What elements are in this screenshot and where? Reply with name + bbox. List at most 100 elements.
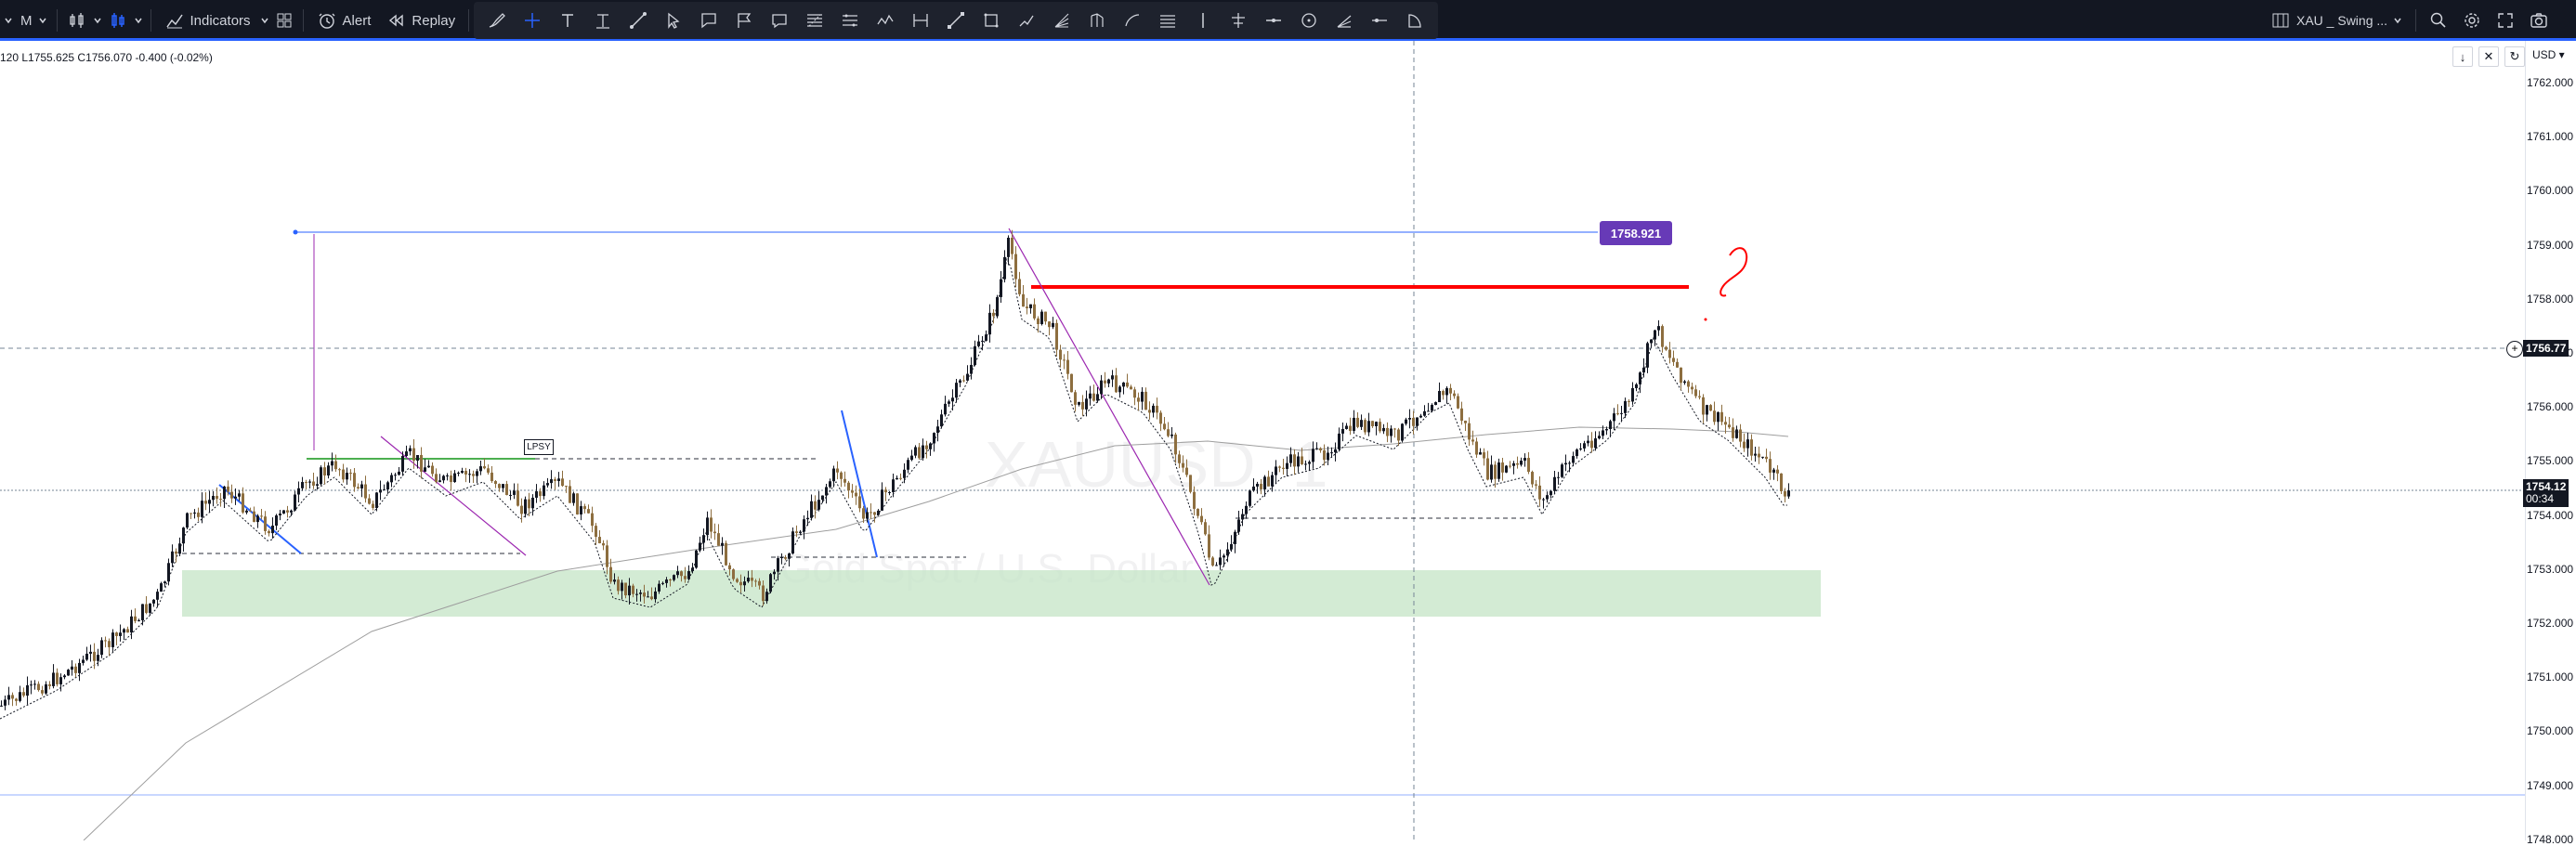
- candle-body: [858, 496, 861, 509]
- anchored-text-icon[interactable]: [585, 2, 621, 39]
- camera-icon[interactable]: [2522, 0, 2556, 41]
- chevron-down-icon[interactable]: [0, 0, 17, 41]
- pointer-icon[interactable]: [656, 2, 691, 39]
- add-alert-icon[interactable]: +: [2506, 341, 2523, 358]
- chevron-down-icon[interactable]: [91, 0, 104, 41]
- candle-body: [929, 443, 932, 449]
- candle-body: [587, 509, 590, 514]
- layout-button[interactable]: XAU _ Swing ...: [2263, 0, 2410, 41]
- candle-body: [1780, 473, 1783, 491]
- price-label-badge[interactable]: 1758.921: [1600, 221, 1672, 245]
- chevron-down-icon[interactable]: [258, 0, 271, 41]
- gann-icon[interactable]: [1327, 2, 1362, 39]
- path-icon[interactable]: [1009, 2, 1044, 39]
- candle-body: [1204, 522, 1207, 535]
- candle-body: [1535, 484, 1537, 486]
- candle-body: [123, 629, 125, 633]
- candle-body: [799, 531, 802, 533]
- ruler-icon[interactable]: [938, 2, 974, 39]
- pattern-icon[interactable]: [868, 2, 903, 39]
- search-icon[interactable]: [2422, 0, 2455, 41]
- candle-body: [1594, 438, 1597, 449]
- candles-icon[interactable]: [63, 0, 91, 41]
- candle-body: [710, 517, 713, 532]
- ohlc-legend: 120 L1755.625 C1756.070 -0.400 (-0.02%): [0, 51, 213, 64]
- candle-body: [1668, 349, 1671, 358]
- fib-retracement-icon[interactable]: [797, 2, 832, 39]
- candle-body: [546, 483, 549, 486]
- text-icon[interactable]: [550, 2, 585, 39]
- candle-body: [1007, 237, 1010, 257]
- price-axis[interactable]: [2525, 41, 2576, 840]
- countdown-timer: 00:34: [2526, 492, 2555, 505]
- fan-icon[interactable]: [1044, 2, 1079, 39]
- collapse-icon[interactable]: ✕: [2478, 46, 2499, 67]
- candle-body: [119, 632, 122, 636]
- candle-body: [870, 512, 872, 514]
- candle-body: [1341, 428, 1344, 434]
- settings-icon[interactable]: [2455, 0, 2489, 41]
- candle-body: [1423, 410, 1426, 416]
- candle-body: [223, 486, 226, 500]
- price-tick: 1752.000: [2527, 617, 2574, 630]
- trendline-icon[interactable]: [621, 2, 656, 39]
- layout-name: XAU _ Swing ...: [2296, 13, 2388, 28]
- replay-button[interactable]: Replay: [378, 0, 463, 41]
- reset-icon[interactable]: ↻: [2504, 46, 2525, 67]
- scroll-down-icon[interactable]: ↓: [2452, 46, 2473, 67]
- candle-body: [829, 481, 831, 488]
- pitchfork-icon[interactable]: [1079, 2, 1115, 39]
- candle-body: [1011, 237, 1013, 254]
- arc-icon[interactable]: [1115, 2, 1150, 39]
- date-range-icon[interactable]: [903, 2, 938, 39]
- fullscreen-icon[interactable]: [2489, 0, 2522, 41]
- horizontal-lines-icon[interactable]: [1150, 2, 1185, 39]
- candle-body: [624, 582, 627, 596]
- parallel-channel-icon[interactable]: [832, 2, 868, 39]
- lpsy-label[interactable]: LPSY: [524, 439, 554, 455]
- ray-icon[interactable]: [1362, 2, 1397, 39]
- candle-body: [1371, 421, 1374, 426]
- circle-icon[interactable]: [1291, 2, 1327, 39]
- candle-body: [1717, 411, 1720, 423]
- flag-icon[interactable]: [726, 2, 762, 39]
- chart-type-icon[interactable]: [104, 0, 132, 41]
- candle-body: [661, 582, 664, 584]
- callout-icon[interactable]: [691, 2, 726, 39]
- candle-body: [1564, 462, 1567, 465]
- candle-body: [1022, 293, 1025, 307]
- vertical-line-icon[interactable]: [1185, 2, 1221, 39]
- candle-body: [517, 490, 519, 506]
- candle-body: [680, 571, 683, 577]
- horizontal-line-icon[interactable]: [1256, 2, 1291, 39]
- templates-icon[interactable]: [271, 0, 297, 41]
- candle-body: [1457, 396, 1459, 409]
- price-chart[interactable]: [0, 41, 2576, 840]
- currency-selector[interactable]: USD ▾: [2532, 48, 2565, 61]
- indicators-button[interactable]: Indicators: [157, 0, 258, 41]
- candle-body: [85, 653, 88, 660]
- candle-body: [494, 481, 497, 485]
- candle-body: [1375, 422, 1378, 426]
- comment-icon[interactable]: [762, 2, 797, 39]
- long-position-icon[interactable]: [1221, 2, 1256, 39]
- chevron-down-icon[interactable]: [132, 0, 145, 41]
- candle-body: [1144, 391, 1147, 410]
- timeframe-button[interactable]: M: [17, 0, 51, 41]
- candle-body: [884, 489, 887, 493]
- candle-body: [1200, 515, 1203, 523]
- crosshair-icon[interactable]: [515, 2, 550, 39]
- brush-icon[interactable]: [479, 2, 515, 39]
- rectangle-icon[interactable]: [974, 2, 1009, 39]
- candle-body: [1211, 557, 1214, 566]
- alert-button[interactable]: Alert: [309, 0, 379, 41]
- candle-body: [836, 468, 839, 473]
- shape-icon[interactable]: [1397, 2, 1432, 39]
- candle-body: [1471, 439, 1474, 442]
- candle-body: [1282, 467, 1285, 469]
- candle-body: [1416, 417, 1419, 426]
- candle-body: [1241, 514, 1244, 520]
- candle-body: [1553, 476, 1556, 491]
- candle-body: [108, 641, 111, 647]
- candle-body: [825, 487, 828, 496]
